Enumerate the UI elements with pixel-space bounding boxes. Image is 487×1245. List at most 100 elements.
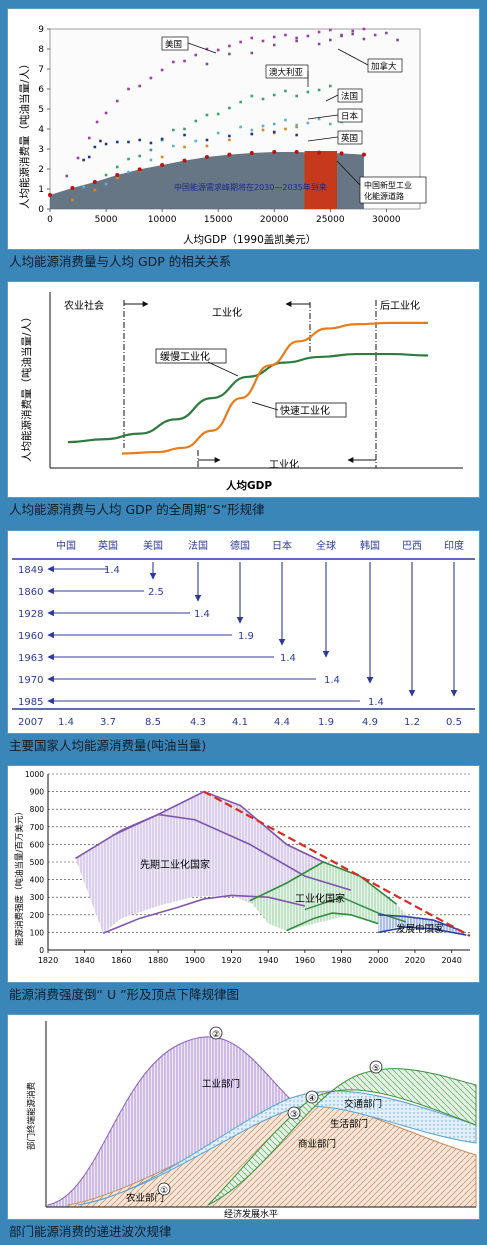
chart4-x-tick: 1900 xyxy=(185,956,205,965)
chart1-point xyxy=(194,53,198,57)
chart2-stage-indus2: 工业化 xyxy=(269,458,299,471)
chart3-year-value: 1.4 xyxy=(324,675,340,686)
chart1-point-china xyxy=(70,186,75,190)
chart1-point xyxy=(76,156,80,160)
chart1-point xyxy=(71,198,74,202)
chart1-label-japan: 日本 xyxy=(341,111,359,122)
chart3-column-header: 巴西 xyxy=(402,540,422,552)
chart5-sector-label: 交通部门 xyxy=(344,1098,382,1110)
chart1-point xyxy=(272,43,276,47)
chart1-point xyxy=(306,90,310,94)
chart1-china-area xyxy=(50,152,364,209)
chart1-point xyxy=(317,117,321,121)
chart5-sector-label: 工业部门 xyxy=(202,1078,240,1090)
chart1-y-tick: 7 xyxy=(38,65,44,75)
chart1-y-tick: 3 xyxy=(38,145,44,155)
chart4-x-tick: 1860 xyxy=(111,956,131,965)
chart1-point xyxy=(239,40,242,44)
chart4-x-tick: 1880 xyxy=(148,956,168,965)
chart1-point xyxy=(261,124,265,128)
chart4-x-tick: 1960 xyxy=(295,956,315,965)
chart2-series-slow-label: 缓慢工业化 xyxy=(160,350,210,363)
chart1-point xyxy=(329,122,332,126)
chart1-point xyxy=(172,144,175,148)
chart1-point xyxy=(216,131,220,135)
panel-sector-wave: 部门终端能源消费 经济发展水平 农业部门 ① 工业部门 ② 商业部门 ③ 生活部门 ④ 交通部门… xyxy=(7,1014,480,1220)
chart5-sector-marker: ③ xyxy=(290,1110,298,1120)
chart5-sector-marker: ④ xyxy=(308,1094,316,1104)
chart3-year-value: 1.4 xyxy=(368,697,384,708)
chart1-point xyxy=(149,141,153,145)
chart4-y-tick: 800 xyxy=(30,805,45,814)
chart1-point xyxy=(295,133,298,137)
chart1-point-china xyxy=(249,151,254,155)
chart4-x-tick: 2020 xyxy=(405,956,425,965)
chart1-point xyxy=(272,93,276,97)
chart3-column-header: 德国 xyxy=(230,539,250,552)
chart4-y-tick: 300 xyxy=(30,893,45,902)
chart1-point xyxy=(172,60,175,64)
chart3-column-header: 全球 xyxy=(316,539,336,552)
chart1-point xyxy=(138,154,141,158)
chart1-x-tick: 25000 xyxy=(316,215,345,225)
chart5-area-transport xyxy=(207,1068,477,1206)
chart1-point xyxy=(351,29,355,33)
chart1-label-canada: 加拿大 xyxy=(371,61,397,72)
chart1-point xyxy=(272,122,276,126)
chart3-year: 1985 xyxy=(18,697,43,708)
chart1-point-china xyxy=(339,151,344,156)
chart2-series-fast-label: 快速工业化 xyxy=(280,404,330,417)
chart3-2007-value: 4.1 xyxy=(232,717,248,728)
chart1-point xyxy=(228,106,231,110)
chart1-point xyxy=(284,118,287,122)
chart1-x-tick: 5000 xyxy=(95,215,118,225)
chart1-point xyxy=(340,34,343,38)
chart5-sector-marker: ① xyxy=(160,1186,168,1196)
chart-gdp-energy-scatter: 0 5000 10000 15000 20000 25000 30000 0 1 2 3 4 5 6 7 8 9… xyxy=(18,25,427,246)
chart1-point xyxy=(295,39,298,43)
chart1-point xyxy=(149,76,153,80)
chart1-point xyxy=(205,138,209,142)
chart1-point xyxy=(87,136,91,140)
chart3-column-header: 日本 xyxy=(272,539,292,552)
chart1-point xyxy=(104,173,108,177)
chart4-line-dev-2 xyxy=(378,926,467,936)
chart1-annotation2: 中国新型工业 xyxy=(364,180,412,190)
chart5-sector-label: 生活部门 xyxy=(330,1118,368,1130)
chart4-x-tick: 2040 xyxy=(441,956,461,965)
chart1-y-tick: 4 xyxy=(38,125,44,135)
chart1-point-china xyxy=(227,152,232,157)
chart1-point xyxy=(272,130,276,134)
chart4-y-tick: 0 xyxy=(39,946,44,955)
chart1-y-tick: 0 xyxy=(38,205,44,215)
chart1-point xyxy=(127,157,130,161)
caption-2: 人均能源消费与人均 GDP 的全周期“S”形规律 xyxy=(9,502,265,517)
chart3-year: 1928 xyxy=(18,609,43,620)
chart4-peak-envelope xyxy=(203,790,471,937)
chart4-line-early-2 xyxy=(111,813,351,891)
chart4-ylabel: 能源消费强度（吨油当量/百万美元） xyxy=(14,807,25,946)
chart1-point xyxy=(351,32,355,36)
chart1-point xyxy=(138,138,141,142)
panel-intensity: 1820 1840 1860 1880 1900 1920 1940 1960 1980 2000… xyxy=(7,765,480,983)
chart1-point xyxy=(87,155,91,159)
chart3-year: 1963 xyxy=(18,653,43,664)
chart2-stage-agri: 农业社会 xyxy=(64,299,104,312)
chart4-y-tick: 700 xyxy=(30,823,45,832)
chart1-point xyxy=(183,145,186,149)
chart4-line-early-3 xyxy=(102,894,306,935)
chart1-label-australia: 澳大利亚 xyxy=(269,67,304,78)
chart2-stage-post: 后工业化 xyxy=(380,299,420,312)
chart1-point xyxy=(82,185,85,189)
chart1-y-tick: 1 xyxy=(38,185,44,195)
chart1-point xyxy=(317,88,321,92)
chart1-point-china xyxy=(204,155,209,159)
chart1-point xyxy=(127,140,130,144)
chart1-point xyxy=(104,111,108,115)
chart1-point xyxy=(250,128,254,132)
chart4-y-tick: 100 xyxy=(30,928,45,937)
chart4-y-tick: 1000 xyxy=(25,770,44,779)
caption-4: 能源消费强度倒“ U ”形及顶点下降规律图 xyxy=(9,987,240,1002)
chart1-point xyxy=(261,97,265,101)
chart3-year-value: 2.5 xyxy=(148,587,164,598)
